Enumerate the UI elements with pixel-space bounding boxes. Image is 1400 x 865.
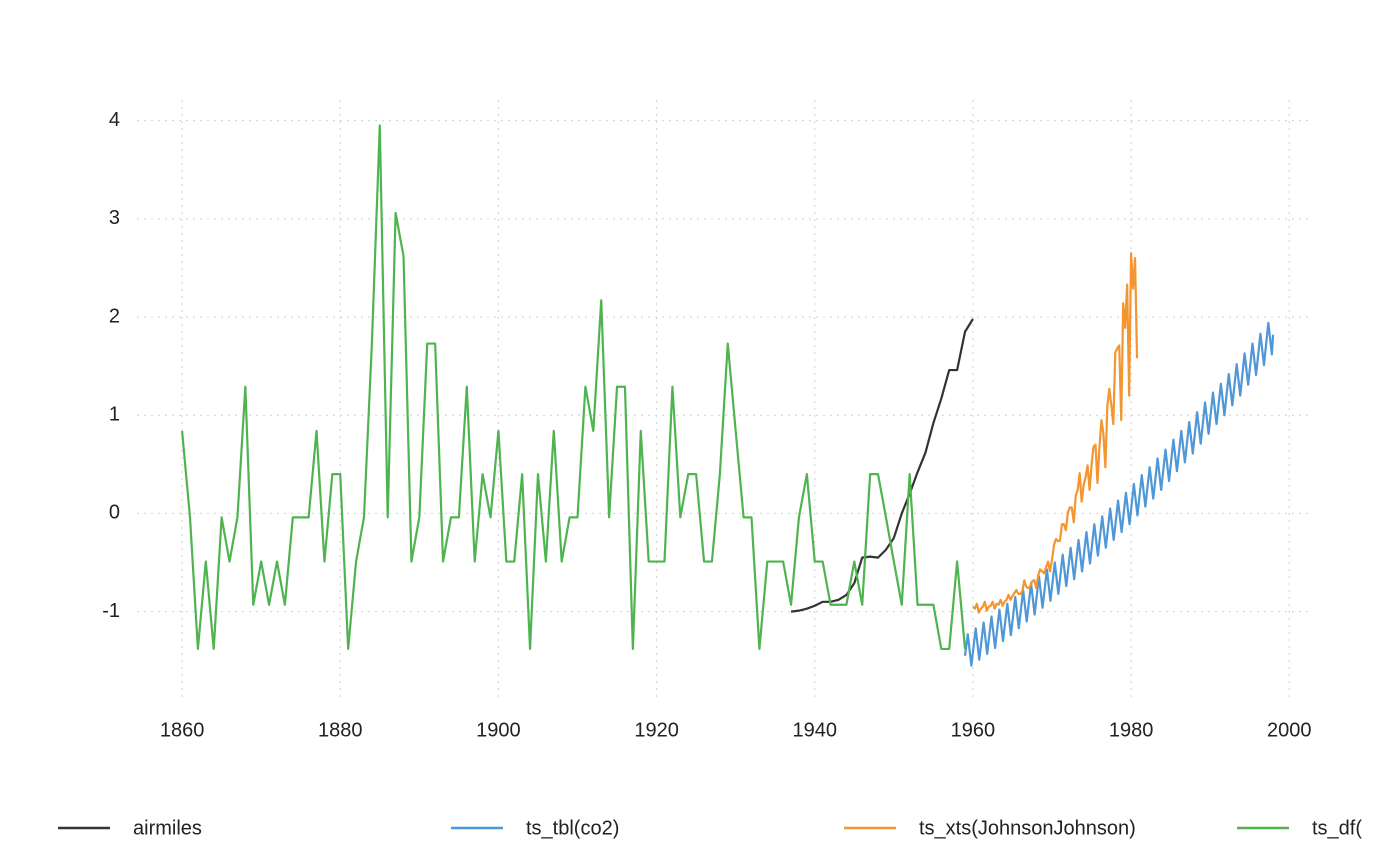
y-tick-label: 1 <box>109 404 120 426</box>
legend-label: ts_xts(JohnsonJohnson) <box>919 817 1136 839</box>
legend: airmiles ts_tbl(co2) ts_xts(JohnsonJohnson… <box>58 817 1362 839</box>
legend-label: airmiles <box>133 817 202 839</box>
line-series <box>963 321 1275 667</box>
legend-label: ts_tbl(co2) <box>526 817 619 839</box>
x-tick-label: 1940 <box>793 719 838 741</box>
x-tick-label: 1980 <box>1109 719 1154 741</box>
y-tick-label: 4 <box>109 109 120 131</box>
x-tick-label: 1960 <box>951 719 996 741</box>
y-tick-label: -1 <box>102 600 120 622</box>
x-tick-label: 1880 <box>318 719 363 741</box>
y-tick-label: 0 <box>109 502 120 524</box>
x-tick-label: 1900 <box>476 719 521 741</box>
line-series <box>180 124 967 651</box>
x-tick-label: 1860 <box>160 719 205 741</box>
y-tick-label: 2 <box>109 305 120 327</box>
legend-label: ts_df( <box>1312 817 1362 839</box>
x-tick-label: 2000 <box>1267 719 1312 741</box>
line-series <box>972 252 1139 614</box>
x-tick-label: 1920 <box>634 719 679 741</box>
line-series <box>790 318 974 613</box>
y-tick-label: 3 <box>109 207 120 229</box>
